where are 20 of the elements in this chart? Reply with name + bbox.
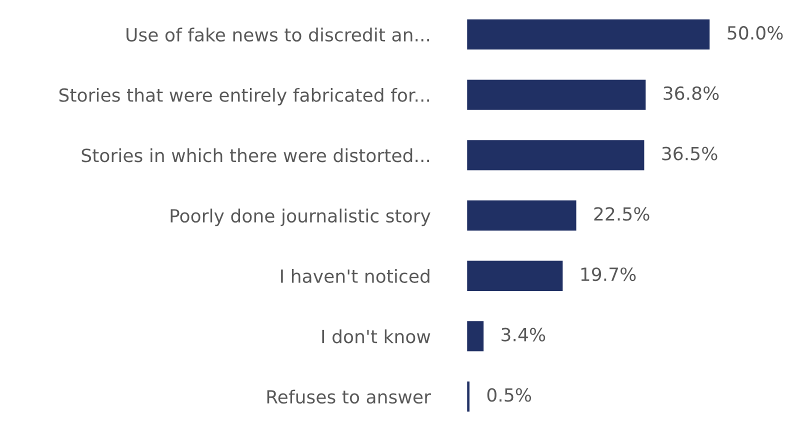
y-tick-label: I haven't noticed [281,269,430,283]
data-label: 19.7% [581,267,636,282]
y-tick-label: Stories that were entirely fabricated for... [59,88,430,106]
bar [467,321,484,352]
data-label: 36.5% [662,146,718,160]
bar [467,260,563,291]
y-tick-label: I don't know [322,329,430,344]
data-label: 36.8% [664,86,719,100]
data-label: 50.0% [728,26,783,40]
bar [467,140,644,170]
data-label: 0.5% [487,388,532,402]
bar [467,200,576,231]
y-tick-label: Refuses to answer [267,390,431,404]
bar [467,19,710,50]
bar [467,80,646,110]
data-label: 22.5% [594,207,650,221]
y-tick-label: Use of fake news to discredit an... [126,28,430,42]
data-label: 3.4% [502,328,546,342]
y-tick-label: Poorly done journalistic story [170,208,430,226]
y-tick-label: Stories in which there were distorted... [82,148,430,162]
